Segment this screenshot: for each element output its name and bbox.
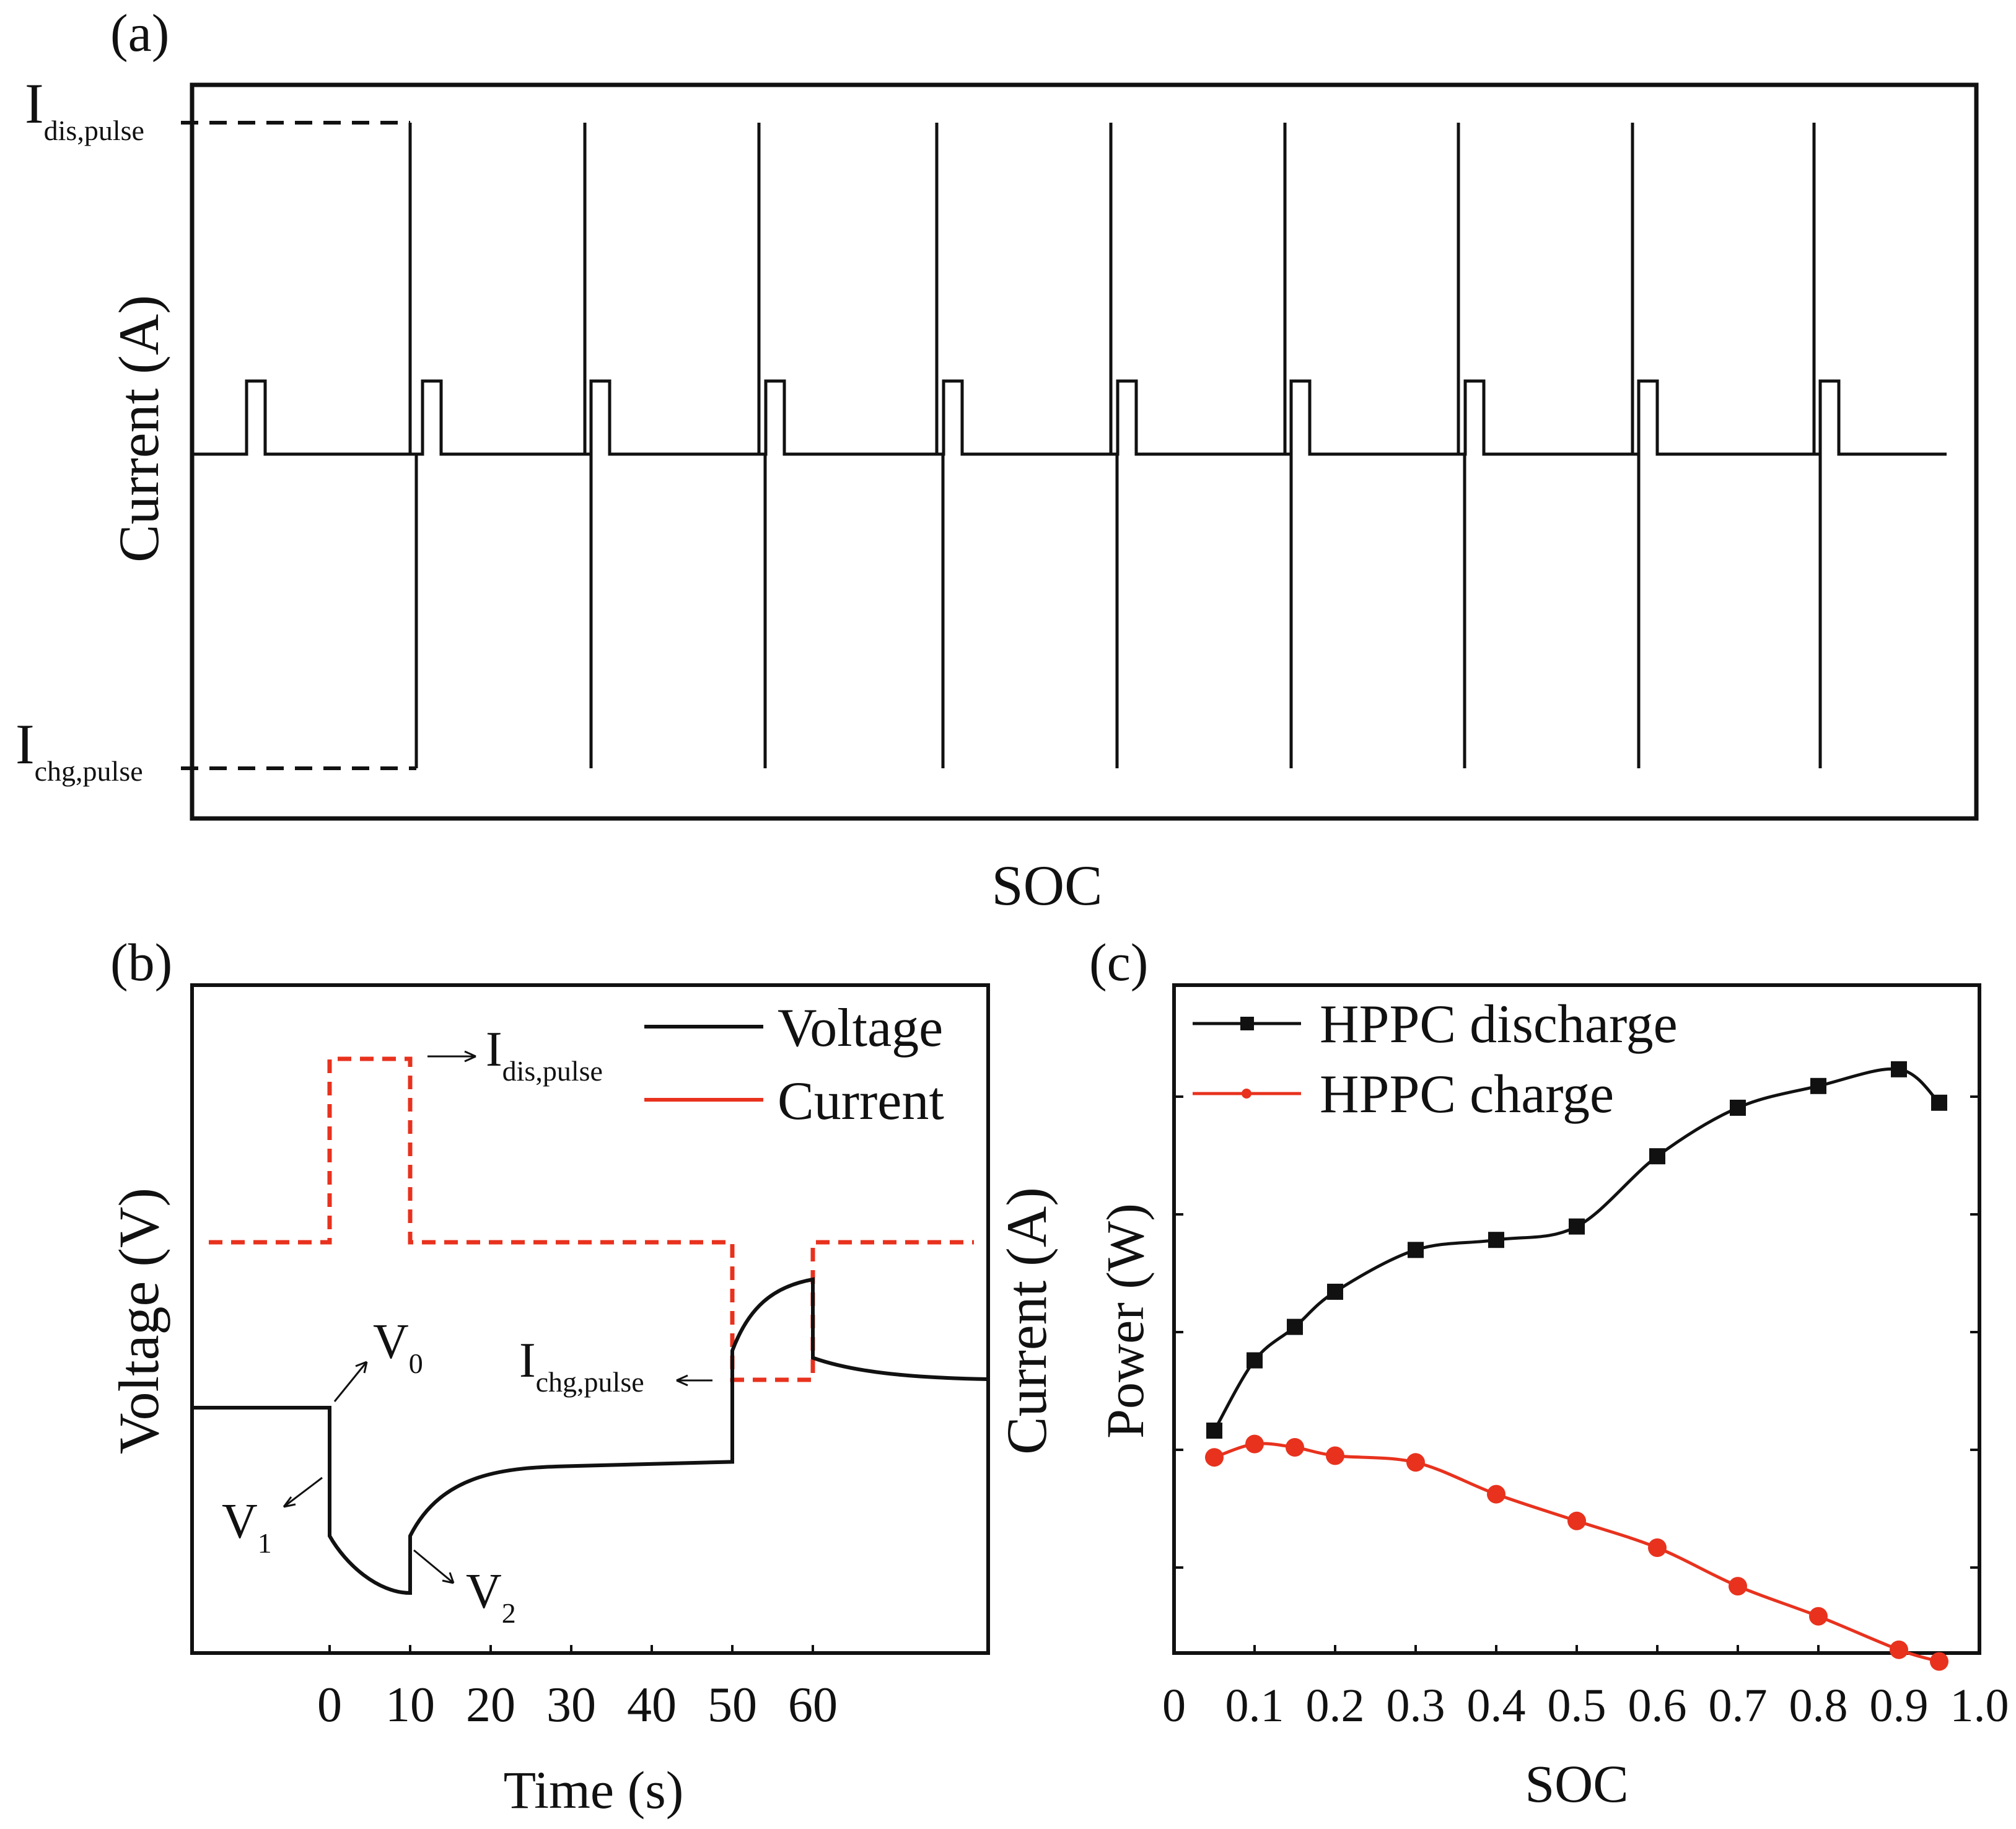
hppc-charge-point bbox=[1729, 1577, 1747, 1596]
v0-arrow bbox=[333, 1361, 368, 1402]
idis-pulse-annotation: Idis,pulse bbox=[486, 1022, 603, 1087]
v1-arrow-head bbox=[283, 1496, 296, 1508]
panel-c-x-tick-label: 0.6 bbox=[1628, 1680, 1687, 1732]
legend-voltage-label: Voltage bbox=[778, 998, 943, 1058]
panel-c-x-tick-label: 0.7 bbox=[1709, 1680, 1768, 1732]
v2-arrow bbox=[413, 1549, 454, 1584]
v0-annotation: V0 bbox=[373, 1315, 423, 1379]
hppc-charge-point bbox=[1326, 1446, 1344, 1465]
panel-c-y-label: Power (W) bbox=[1095, 1203, 1155, 1439]
idis-pulse-label: Idis,pulse bbox=[25, 72, 144, 146]
legend-discharge-marker bbox=[1240, 1017, 1254, 1030]
voltage-series-line bbox=[192, 1277, 989, 1595]
panel-c-x-tick-label: 0.3 bbox=[1387, 1680, 1445, 1732]
panel-c-legend: HPPC discharge HPPC charge bbox=[1193, 994, 1678, 1125]
hppc-discharge-point bbox=[1569, 1218, 1585, 1235]
current-profile-trace bbox=[192, 123, 1947, 768]
panel-c-x-tick-label: 0.4 bbox=[1467, 1680, 1526, 1732]
legend-charge-label: HPPC charge bbox=[1320, 1064, 1614, 1125]
hppc-discharge-point bbox=[1931, 1094, 1947, 1111]
panel-c-outer-y-label: Current (A) bbox=[995, 1187, 1058, 1455]
hppc-charge-point bbox=[1286, 1438, 1304, 1457]
panel-b-x-tick-label: 40 bbox=[627, 1678, 677, 1732]
ichg-pulse-annotation: Ichg,pulse bbox=[519, 1333, 644, 1398]
hppc-discharge-point bbox=[1327, 1283, 1343, 1300]
hppc-charge-line bbox=[1214, 1442, 1940, 1664]
hppc-charge-point bbox=[1809, 1607, 1828, 1626]
hppc-discharge-point bbox=[1649, 1148, 1665, 1165]
ichg-pulse-label: Ichg,pulse bbox=[15, 713, 143, 787]
hppc-discharge-point bbox=[1287, 1318, 1303, 1335]
panel-a-y-label: Current (A) bbox=[107, 295, 170, 563]
hppc-discharge-point bbox=[1206, 1423, 1222, 1439]
hppc-charge-point bbox=[1930, 1652, 1948, 1671]
panel-b-x-label: Time (s) bbox=[504, 1760, 684, 1820]
panel-b-annotations: Idis,pulse Ichg,pulse V0 V1 V2 bbox=[222, 1022, 712, 1629]
panel-b-label: (b) bbox=[110, 932, 172, 992]
hppc-charge-point bbox=[1245, 1434, 1264, 1454]
panel-a-label: (a) bbox=[110, 3, 169, 63]
hppc-discharge-point bbox=[1730, 1099, 1746, 1116]
idis-arrow-head bbox=[464, 1050, 476, 1063]
v0-arrow-head bbox=[355, 1361, 368, 1374]
panel-c: (c) Current (A) Power (W) SOC 0 0.1 0.2 0.3… bbox=[995, 932, 2009, 1814]
panel-b-x-tick-label: 10 bbox=[385, 1678, 435, 1732]
legend-charge-marker bbox=[1242, 1089, 1251, 1099]
panel-c-x-tick-label: 1.0 bbox=[1950, 1680, 2009, 1732]
v1-arrow bbox=[283, 1476, 323, 1508]
hppc-discharge-point bbox=[1488, 1232, 1504, 1248]
panel-b-x-tick-label: 0 bbox=[317, 1678, 342, 1732]
panel-c-x-tick-label: 0 bbox=[1162, 1680, 1186, 1732]
panel-a-x-label: SOC bbox=[992, 854, 1103, 917]
panel-a: (a) Current (A) SOC Idis,pulse Ichg,puls… bbox=[15, 3, 1979, 917]
panel-c-x-label: SOC bbox=[1525, 1754, 1628, 1814]
hppc-charge-point bbox=[1487, 1485, 1505, 1504]
panel-b-x-tick-label: 50 bbox=[708, 1678, 757, 1732]
panel-b: (b) Voltage (V) Time (s) 0 10 20 30 40 50 60 V… bbox=[107, 932, 990, 1820]
panel-b-x-tick-label: 20 bbox=[466, 1678, 515, 1732]
hppc-discharge-point bbox=[1891, 1061, 1907, 1077]
hppc-charge-point bbox=[1648, 1538, 1667, 1557]
panel-c-x-tick-label: 0.5 bbox=[1548, 1680, 1606, 1732]
hppc-charge-point bbox=[1890, 1640, 1908, 1659]
current-series-line bbox=[209, 1056, 974, 1382]
panel-c-x-tick-label: 0.2 bbox=[1306, 1680, 1365, 1732]
v1-annotation: V1 bbox=[222, 1494, 272, 1559]
ichg-arrow-head bbox=[676, 1374, 688, 1387]
panel-c-label: (c) bbox=[1089, 932, 1148, 992]
panel-b-legend: Voltage Current bbox=[644, 998, 944, 1131]
hppc-discharge-point bbox=[1810, 1077, 1826, 1094]
v2-arrow-head bbox=[442, 1572, 455, 1584]
hppc-charge-point bbox=[1406, 1453, 1425, 1472]
panel-c-x-tick-label: 0.8 bbox=[1789, 1680, 1848, 1732]
panel-b-y-label: Voltage (V) bbox=[107, 1188, 170, 1454]
panel-c-x-tick-label: 0.9 bbox=[1870, 1680, 1929, 1732]
legend-current-label: Current bbox=[778, 1071, 944, 1131]
panel-c-x-tick-label: 0.1 bbox=[1225, 1680, 1284, 1732]
hppc-discharge-point bbox=[1408, 1242, 1424, 1258]
v2-annotation: V2 bbox=[466, 1564, 516, 1629]
panel-b-frame bbox=[190, 983, 990, 1655]
panel-a-frame bbox=[190, 82, 1979, 821]
panel-b-x-tick-label: 60 bbox=[788, 1678, 838, 1732]
hppc-charge-point bbox=[1205, 1448, 1224, 1467]
legend-discharge-label: HPPC discharge bbox=[1320, 994, 1678, 1055]
hppc-discharge-point bbox=[1247, 1352, 1263, 1369]
hppc-charge-point bbox=[1567, 1511, 1586, 1530]
panel-b-x-tick-label: 30 bbox=[546, 1678, 596, 1732]
